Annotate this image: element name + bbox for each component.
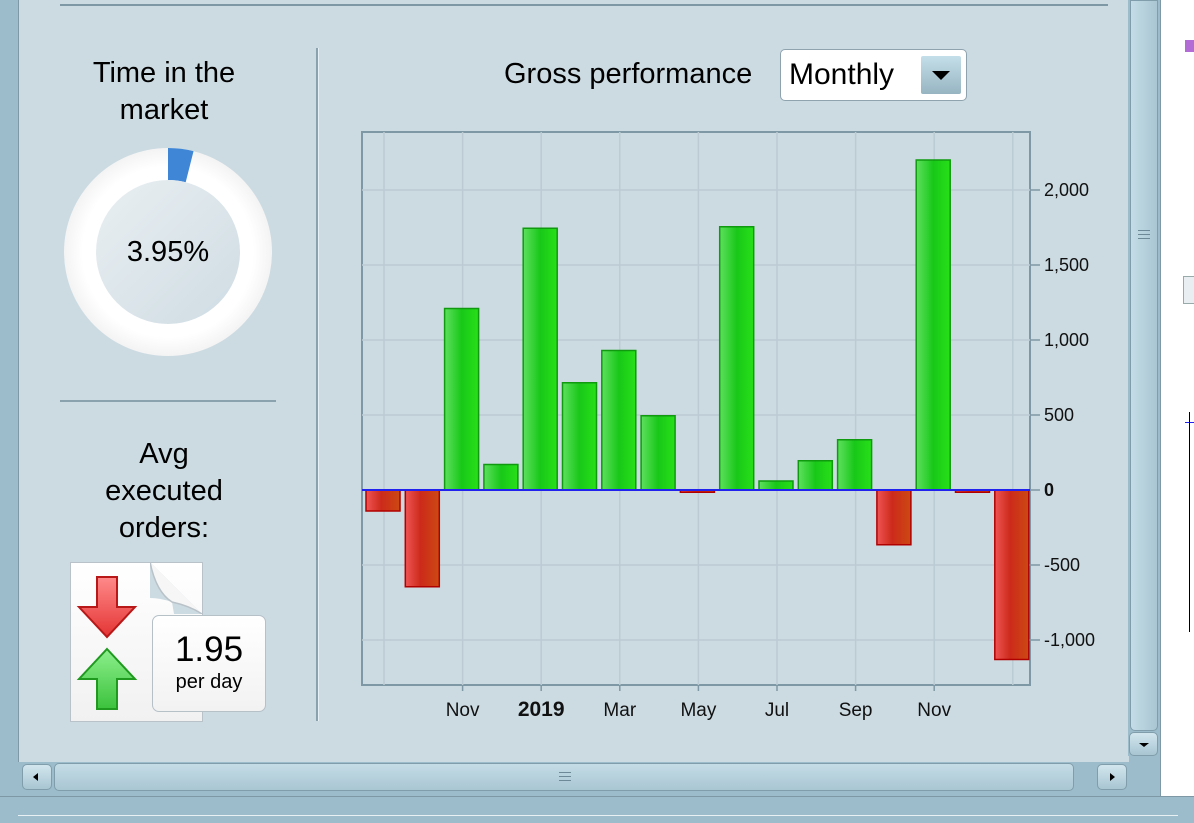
bar-nov-2019 [915,159,951,491]
y-tick-label: -1,000 [1044,630,1095,650]
y-tick-label: 500 [1044,405,1074,425]
donut-fill-arc [168,148,194,183]
y-tick-label: 2,000 [1044,180,1089,200]
orders-per-day-badge: 1.95 per day [152,615,266,712]
divider [60,4,1108,6]
period-selected: Monthly [789,58,895,91]
page-fold [150,562,202,614]
arrow-down-icon [1139,743,1149,747]
gross-performance-label: Gross performance [504,58,753,90]
divider [316,48,319,721]
donut-arc [168,148,194,183]
buy-sell-arrows-icon [76,576,138,710]
bar-mar-2019 [601,349,637,491]
bar-oct-2019 [876,489,912,546]
time-in-market-donut: 3.95% [64,148,272,356]
x-tick-label: Sep [839,700,873,721]
scroll-down-button[interactable] [1129,732,1158,756]
period-dropdown[interactable]: Monthly [780,49,967,101]
adjacent-label [1183,276,1194,304]
bar-nov-2018 [443,307,480,491]
horizontal-scroll-thumb[interactable] [54,763,1074,791]
x-tick-label: Jul [765,700,789,721]
grip-icon [1138,230,1150,239]
bar-jan-2020 [994,489,1030,661]
chevron-down-icon[interactable] [921,56,961,94]
bar-sep-2018 [365,489,401,512]
title-line: Time in the [92,57,236,89]
time-in-market-title: Time in the market [60,55,268,129]
donut-value: 3.95% [96,180,240,324]
title-line: market [119,94,209,126]
y-tick-label: 0 [1044,480,1054,500]
arrow-right-icon [1110,773,1115,781]
bar-apr-2019 [640,415,676,491]
title-line: orders: [118,512,210,544]
y-tick-label: 1,000 [1044,330,1089,350]
arrow-left-icon [33,773,38,781]
bar-jun-2019 [718,226,755,491]
x-tick-label: Nov [446,700,480,721]
status-bar [0,796,1194,823]
bar-oct-2018 [404,489,441,588]
y-tick-label: -500 [1044,555,1080,575]
avg-orders-title: Avg executed orders: [60,436,268,547]
grip-icon [559,772,571,781]
adjacent-panel [1160,0,1194,822]
x-tick-label: May [680,700,716,721]
bar-feb-2019 [561,382,598,491]
bar-jan-2019 [522,227,558,491]
vertical-scroll-thumb[interactable] [1130,0,1158,731]
bar-dec-2018 [483,463,519,491]
bar-aug-2019 [797,460,834,491]
title-line: executed [105,475,223,507]
x-tick-label: Nov [917,700,951,721]
orders-value: 1.95 [174,630,244,669]
scroll-left-button[interactable] [22,764,52,790]
scroll-right-button[interactable] [1097,764,1127,790]
bar-jul-2019 [758,480,794,491]
y-tick-label: 1,500 [1044,255,1089,275]
bar-sep-2019 [836,439,873,491]
orders-unit: per day [175,671,243,693]
title-line: Avg [139,438,189,470]
x-tick-label: 2019 [518,698,565,721]
divider [60,400,276,402]
x-tick-label: Mar [603,700,636,721]
